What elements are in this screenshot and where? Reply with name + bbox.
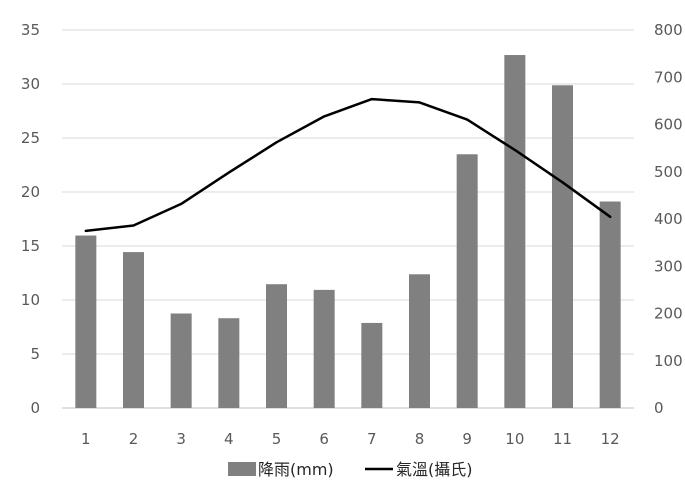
right-tick-label: 500 xyxy=(654,163,683,181)
rainfall-bar xyxy=(409,274,430,408)
rainfall-bar xyxy=(361,322,383,408)
rainfall-bar xyxy=(170,313,192,408)
x-tick-label: 2 xyxy=(129,430,139,448)
rainfall-bar xyxy=(456,154,478,408)
rainfall-bars xyxy=(75,55,621,408)
left-tick-label: 35 xyxy=(21,21,40,39)
left-tick-label: 30 xyxy=(21,75,40,93)
legend-swatch-rainfall xyxy=(228,462,256,476)
rainfall-bar xyxy=(313,289,335,408)
x-tick-label: 10 xyxy=(505,430,524,448)
right-tick-label: 0 xyxy=(654,399,664,417)
temperature-line xyxy=(84,97,612,233)
gridlines xyxy=(62,29,634,409)
legend-label-temperature: 氣溫(攝氏) xyxy=(396,460,473,479)
legend: 降雨(mm) 氣溫(攝氏) xyxy=(228,460,473,479)
x-tick-label: 11 xyxy=(553,430,572,448)
right-tick-label: 700 xyxy=(654,68,683,86)
left-tick-label: 20 xyxy=(21,183,40,201)
right-tick-label: 200 xyxy=(654,305,683,323)
left-axis-ticks: 0 5 10 15 20 25 30 35 xyxy=(21,21,40,417)
right-tick-label: 300 xyxy=(654,257,683,275)
temperature-line-group xyxy=(84,97,612,233)
right-tick-label: 600 xyxy=(654,116,683,134)
right-tick-label: 800 xyxy=(654,21,683,39)
x-tick-label: 6 xyxy=(319,430,329,448)
x-tick-label: 3 xyxy=(176,430,186,448)
left-tick-label: 0 xyxy=(30,399,40,417)
rainfall-bar xyxy=(218,318,240,408)
x-tick-label: 7 xyxy=(367,430,377,448)
right-tick-label: 100 xyxy=(654,352,683,370)
x-tick-label: 9 xyxy=(462,430,472,448)
x-tick-label: 5 xyxy=(272,430,282,448)
x-tick-label: 1 xyxy=(81,430,91,448)
left-tick-label: 10 xyxy=(21,291,40,309)
right-tick-label: 400 xyxy=(654,210,683,228)
left-tick-label: 25 xyxy=(21,129,40,147)
right-axis-ticks: 0 100 200 300 400 500 600 700 800 xyxy=(654,21,683,417)
rainfall-bar xyxy=(552,85,573,408)
x-tick-label: 12 xyxy=(601,430,620,448)
legend-label-rainfall: 降雨(mm) xyxy=(258,460,334,479)
left-tick-label: 15 xyxy=(21,237,40,255)
rainfall-bar xyxy=(266,284,287,408)
rainfall-bar xyxy=(75,235,97,408)
x-axis-ticks: 1 2 3 4 5 6 7 8 9 10 11 12 xyxy=(81,430,620,448)
left-tick-label: 5 xyxy=(30,345,40,363)
x-tick-label: 4 xyxy=(224,430,234,448)
rainfall-bar xyxy=(123,252,144,408)
rainfall-bar xyxy=(599,201,621,408)
x-tick-label: 8 xyxy=(415,430,425,448)
rainfall-bar xyxy=(504,55,526,408)
